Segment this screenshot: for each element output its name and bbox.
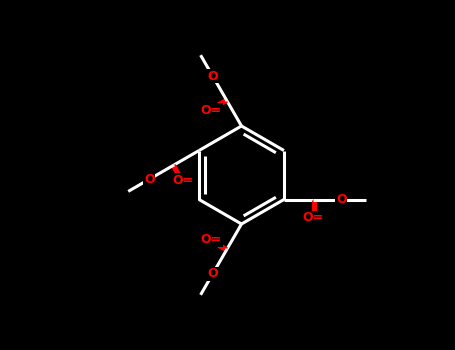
Text: O=: O= [201, 104, 222, 117]
Text: O: O [207, 70, 218, 83]
Text: O: O [144, 173, 155, 186]
Text: O=: O= [173, 174, 194, 187]
Text: O: O [207, 267, 218, 280]
Text: O=: O= [302, 211, 323, 224]
Text: O: O [336, 193, 347, 206]
Text: O=: O= [201, 233, 222, 246]
